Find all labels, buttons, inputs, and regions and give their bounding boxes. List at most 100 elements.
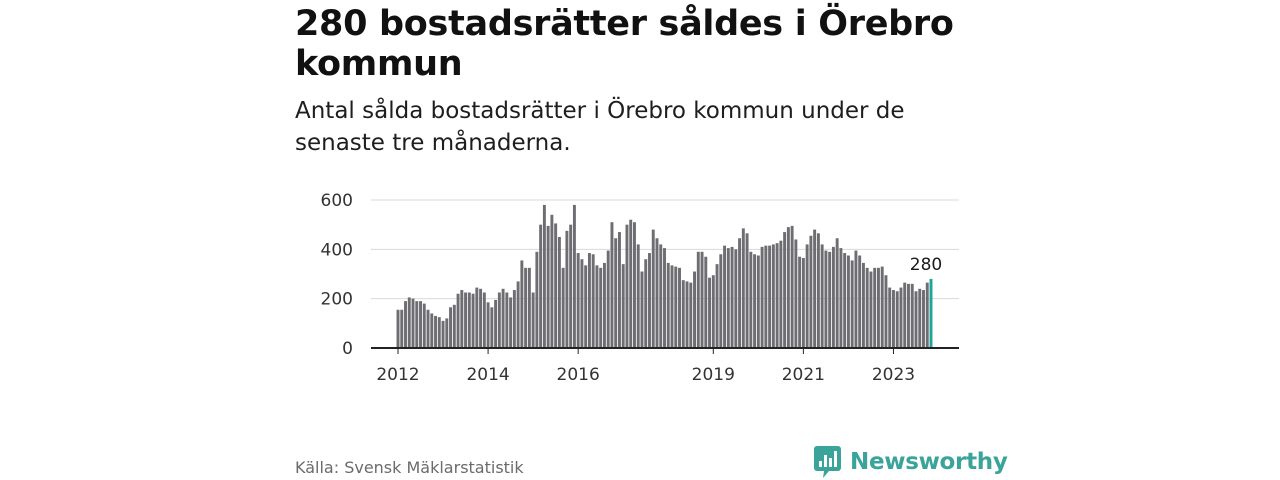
bar: [606, 250, 610, 348]
bar: [674, 266, 678, 348]
x-tick-label: 2023: [872, 365, 915, 385]
bar: [899, 287, 903, 348]
bar: [719, 254, 723, 348]
bar: [595, 265, 599, 348]
bar: [396, 309, 400, 348]
bar: [786, 227, 790, 348]
bar: [925, 282, 929, 348]
bar: [876, 267, 880, 348]
bar: [486, 302, 490, 348]
bar: [681, 280, 685, 348]
bar: [651, 229, 655, 348]
bar: [888, 287, 892, 348]
bar: [599, 267, 603, 348]
chart-subtitle: Antal sålda bostadsrätter i Örebro kommu…: [295, 98, 905, 156]
bar: [640, 271, 644, 348]
bar: [625, 224, 629, 348]
bar: [783, 232, 787, 348]
y-tick-label: 400: [321, 240, 353, 260]
newsworthy-brand[interactable]: Newsworthy: [814, 446, 1008, 478]
bar: [655, 238, 659, 348]
bar: [479, 288, 483, 348]
bar: [918, 288, 922, 348]
bar: [708, 277, 712, 348]
bar: [861, 262, 865, 348]
y-axis-ticks: 0 200 400 600: [321, 191, 353, 359]
bar: [813, 229, 817, 348]
bar: [584, 265, 588, 348]
bar: [659, 244, 663, 348]
bar: [794, 239, 798, 348]
bar: [824, 250, 828, 348]
bar: [693, 271, 696, 348]
bar: [460, 290, 464, 348]
bar: [892, 290, 895, 348]
bar: [764, 245, 768, 348]
bar: [869, 271, 873, 348]
bar: [610, 222, 614, 348]
bar: [858, 255, 862, 348]
bar: [441, 320, 445, 348]
bar: [572, 204, 576, 348]
bar: [771, 244, 775, 348]
bar: [663, 248, 666, 348]
bar: [539, 224, 543, 348]
bar: [801, 257, 805, 348]
bar: [415, 301, 419, 348]
bar: [884, 275, 888, 348]
bar: [557, 237, 561, 348]
bar: [914, 291, 918, 348]
x-tick-label: 2016: [557, 365, 600, 385]
bars: [371, 204, 959, 349]
bar: [753, 254, 757, 348]
bar: [467, 292, 471, 348]
bar: [550, 214, 554, 348]
y-tick-label: 600: [321, 191, 353, 211]
bar: [670, 265, 674, 348]
bar: [434, 315, 437, 348]
bar: [880, 266, 884, 348]
bar: [614, 238, 618, 348]
bar: [760, 246, 764, 348]
bar: [426, 309, 430, 348]
bar: [516, 281, 520, 348]
bar: [816, 233, 820, 348]
bar: [471, 293, 475, 348]
bar: [715, 264, 719, 348]
bar: [419, 301, 422, 348]
bar: [678, 267, 681, 348]
x-tick-label: 2021: [782, 365, 825, 385]
bar: [509, 297, 513, 348]
bar: [452, 304, 456, 348]
bar: [839, 248, 843, 348]
bar: [843, 253, 847, 348]
bar: [704, 256, 708, 348]
bar: [696, 251, 700, 348]
bar: [490, 307, 494, 348]
bar: [542, 204, 546, 348]
y-tick-label: 0: [342, 339, 353, 359]
bar: [501, 288, 505, 348]
bar: [591, 254, 595, 348]
bar: [587, 253, 591, 348]
bar: [790, 225, 794, 348]
bar: [907, 283, 910, 348]
bar: [629, 219, 633, 348]
bar: [835, 238, 839, 348]
bar: [730, 246, 734, 348]
brand-name: Newsworthy: [850, 449, 1008, 475]
bar: [846, 255, 850, 348]
chart-title: 280 bostadsrätter såldes i Örebro kommun: [295, 4, 954, 84]
bar: [775, 243, 779, 348]
bar: [569, 224, 573, 348]
bar: [524, 267, 528, 348]
bar-highlight: [929, 278, 933, 348]
bar: [456, 293, 460, 348]
bar: [527, 267, 531, 348]
bar: [711, 275, 715, 348]
bar: [430, 313, 434, 348]
bar: [865, 267, 869, 348]
bar: [445, 318, 449, 348]
bar: [617, 232, 621, 348]
bar: [494, 299, 498, 348]
